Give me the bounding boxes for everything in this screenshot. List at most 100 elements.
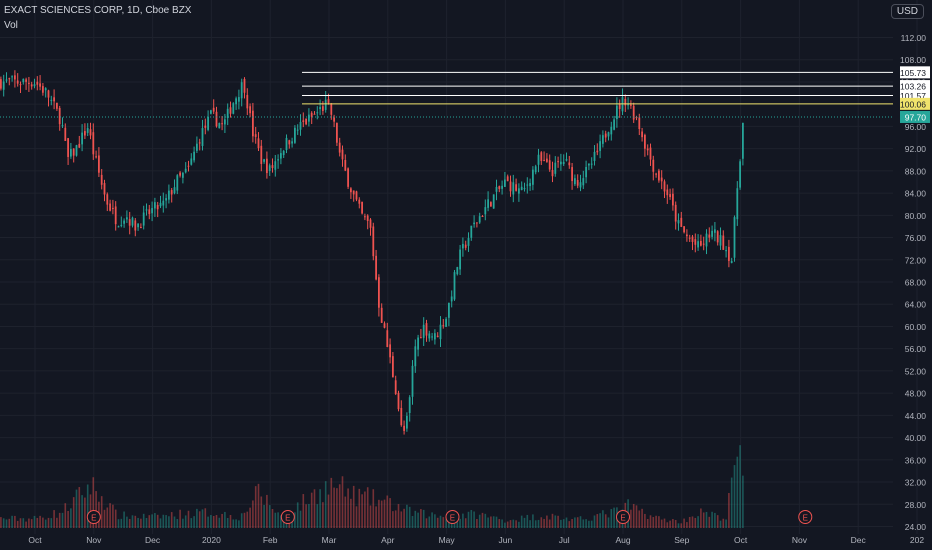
candle-up (559, 161, 562, 165)
candle-up (677, 220, 680, 224)
volume-bar (5, 519, 8, 528)
volume-bar (380, 500, 383, 528)
candle-up (554, 162, 557, 174)
candle-up (2, 81, 5, 90)
candle-up (610, 126, 613, 135)
volume-bar (252, 500, 254, 528)
volume-bar (490, 516, 492, 528)
candle-down (571, 167, 573, 182)
candle-down (13, 75, 16, 80)
volume-bar (506, 521, 509, 528)
volume-bar (207, 516, 209, 528)
candle-down (134, 220, 137, 231)
candle-down (375, 255, 377, 280)
volume-bar (700, 508, 702, 528)
volume-bar (666, 522, 669, 528)
candle-down (330, 103, 333, 115)
candle-up (125, 217, 128, 220)
candle-down (596, 150, 599, 153)
currency-badge[interactable]: USD (890, 4, 924, 19)
candle-down (92, 132, 95, 155)
x-tick-label: Mar (322, 535, 337, 545)
volume-bar (557, 515, 559, 528)
x-tick-label: Sep (674, 535, 689, 545)
candle-down (643, 134, 646, 149)
candle-down (716, 231, 719, 243)
volume-bar (543, 518, 545, 528)
volume-bar (19, 518, 22, 528)
candle-up (433, 333, 436, 340)
earnings-label: E (620, 514, 625, 523)
volume-bar (277, 512, 279, 528)
candle-down (419, 337, 422, 339)
candle-up (456, 267, 459, 275)
price-level-tag-label: 103.26 (900, 82, 926, 92)
candle-down (442, 325, 445, 327)
price-level-tag-label: 100.06 (900, 99, 926, 109)
volume-bar (599, 513, 601, 528)
candle-down (288, 140, 291, 145)
volume-bar (114, 509, 117, 528)
candle-up (414, 346, 417, 367)
x-tick-label: 202 (910, 535, 924, 545)
volume-bar (674, 520, 677, 528)
volume-bar (473, 511, 475, 528)
candle-up (33, 84, 36, 87)
volume-bar (630, 509, 632, 528)
volume-bar (498, 519, 501, 528)
volume-bar (716, 515, 719, 528)
volume-bar (156, 514, 159, 528)
volume-bar (722, 518, 725, 528)
candle-up (263, 159, 265, 162)
volume-bar (341, 476, 344, 528)
volume-bar (537, 519, 540, 528)
candle-down (67, 138, 69, 157)
volume-bar (574, 517, 576, 528)
earnings-marker: E (280, 510, 295, 524)
candle-down (545, 158, 548, 162)
volume-bar (198, 511, 201, 528)
volume-bar (95, 491, 97, 528)
volume-bar (560, 519, 562, 528)
candle-down (361, 201, 363, 214)
volume-bar (70, 508, 72, 528)
candle-down (355, 191, 358, 200)
last-price-tag-bg (900, 110, 930, 123)
volume-bar (632, 503, 635, 528)
volume-bar (372, 489, 375, 528)
volume-bar (42, 517, 44, 528)
volume-bar (103, 509, 106, 528)
volume-bar (210, 515, 212, 528)
volume-bar (644, 513, 646, 528)
volume-bar (173, 516, 176, 528)
candle-down (338, 142, 341, 153)
volume-bar (596, 514, 599, 528)
candle-down (251, 110, 254, 137)
candle-down (397, 392, 400, 410)
candle-down (403, 425, 405, 431)
candle-down (305, 118, 307, 125)
volume-bar (47, 517, 50, 528)
candle-down (481, 216, 484, 218)
candle-up (235, 98, 237, 105)
candle-down (179, 172, 181, 176)
candle-down (128, 219, 131, 226)
volume-bar (322, 502, 324, 528)
candle-up (268, 165, 271, 171)
candle-down (638, 117, 641, 130)
volume-bar (646, 518, 649, 528)
earnings-circle (616, 510, 630, 524)
candle-up (725, 250, 727, 252)
volume-bar (145, 517, 148, 528)
candle-up (607, 132, 610, 137)
candle-up (473, 222, 475, 225)
candle-down (674, 204, 677, 222)
candle-up (75, 145, 78, 156)
volume-bar (719, 520, 722, 528)
volume-bar (142, 513, 145, 528)
volume-bar (162, 514, 165, 528)
candle-up (405, 415, 408, 429)
candle-down (243, 78, 246, 93)
